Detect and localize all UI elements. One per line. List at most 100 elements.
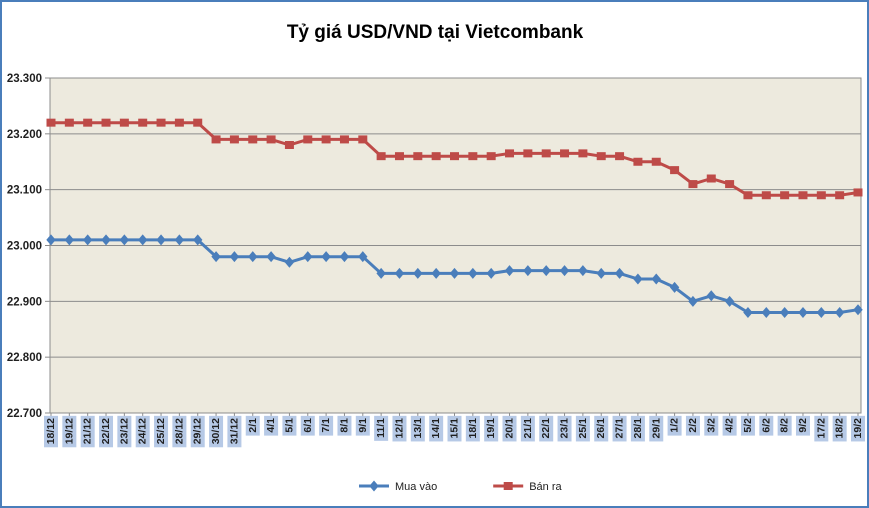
data-point-mua-vao[interactable] [486,267,496,279]
legend-item-ban-ra[interactable]: Bán ra [493,481,562,493]
data-point-mua-vao[interactable] [449,267,460,279]
data-point-mua-vao[interactable] [119,234,130,246]
data-point-ban-ra[interactable] [596,152,606,161]
data-point-ban-ra[interactable] [486,152,496,161]
data-point-mua-vao[interactable] [798,307,808,318]
data-point-mua-vao[interactable] [303,251,313,263]
data-point-ban-ra[interactable] [706,174,716,183]
data-point-mua-vao[interactable] [174,234,185,246]
data-point-mua-vao[interactable] [394,267,405,279]
data-point-mua-vao[interactable] [578,265,588,277]
x-axis-label: 17/2 [814,415,829,442]
data-point-mua-vao[interactable] [248,251,258,263]
data-point-mua-vao[interactable] [64,234,75,246]
data-point-ban-ra[interactable] [339,135,349,144]
data-point-ban-ra[interactable] [358,135,368,144]
data-point-mua-vao[interactable] [706,290,716,302]
data-point-mua-vao[interactable] [834,307,845,318]
data-point-mua-vao[interactable] [853,304,863,316]
data-point-mua-vao[interactable] [46,234,56,246]
data-point-ban-ra[interactable] [816,191,826,200]
data-point-ban-ra[interactable] [394,152,404,161]
data-point-mua-vao[interactable] [229,251,240,263]
data-point-mua-vao[interactable] [431,267,441,279]
data-point-mua-vao[interactable] [284,256,295,268]
data-point-ban-ra[interactable] [321,135,331,144]
data-point-ban-ra[interactable] [284,141,294,149]
data-point-ban-ra[interactable] [248,135,258,144]
data-point-mua-vao[interactable] [266,251,276,263]
legend-marker-mua-vao[interactable] [369,480,379,492]
data-point-ban-ra[interactable] [413,152,423,161]
data-point-mua-vao[interactable] [504,265,515,277]
data-point-ban-ra[interactable] [211,135,221,144]
data-point-ban-ra[interactable] [651,157,661,166]
data-point-ban-ra[interactable] [83,118,93,127]
data-point-mua-vao[interactable] [688,295,698,307]
data-point-mua-vao[interactable] [596,267,606,279]
data-point-mua-vao[interactable] [211,251,221,263]
data-point-ban-ra[interactable] [174,118,184,127]
data-point-ban-ra[interactable] [450,152,459,161]
data-point-mua-vao[interactable] [156,234,166,246]
data-point-ban-ra[interactable] [46,118,56,127]
data-point-mua-vao[interactable] [358,251,368,263]
data-point-ban-ra[interactable] [725,180,735,189]
data-point-ban-ra[interactable] [670,166,680,175]
data-point-mua-vao[interactable] [724,295,735,307]
data-point-ban-ra[interactable] [303,135,313,144]
data-point-mua-vao[interactable] [138,234,148,246]
data-point-mua-vao[interactable] [468,267,478,279]
data-point-mua-vao[interactable] [541,265,551,277]
data-point-ban-ra[interactable] [505,149,515,158]
data-point-ban-ra[interactable] [64,118,74,127]
data-point-ban-ra[interactable] [633,157,643,166]
legend-item-mua-vao[interactable]: Mua vào [359,480,437,494]
data-point-ban-ra[interactable] [266,135,276,144]
data-point-ban-ra[interactable] [688,180,698,189]
data-point-ban-ra[interactable] [193,118,203,127]
data-point-mua-vao[interactable] [101,234,111,246]
data-point-mua-vao[interactable] [339,251,350,263]
data-point-mua-vao[interactable] [651,273,661,285]
data-point-ban-ra[interactable] [431,152,441,161]
data-point-mua-vao[interactable] [779,307,790,318]
data-point-mua-vao[interactable] [669,281,680,293]
svg-text:9/1: 9/1 [357,418,369,433]
data-point-mua-vao[interactable] [321,251,331,263]
x-axis-label: 4/1 [264,415,279,436]
data-point-mua-vao[interactable] [761,307,771,318]
data-point-ban-ra[interactable] [156,118,166,127]
data-point-mua-vao[interactable] [743,307,753,318]
data-point-ban-ra[interactable] [798,191,808,200]
data-point-ban-ra[interactable] [780,191,790,200]
data-point-ban-ra[interactable] [541,149,551,158]
legend-marker-ban-ra[interactable] [503,482,513,490]
data-point-mua-vao[interactable] [193,234,203,246]
data-point-ban-ra[interactable] [835,191,845,200]
data-point-ban-ra[interactable] [138,118,148,127]
data-point-ban-ra[interactable] [615,152,625,161]
data-point-ban-ra[interactable] [743,191,753,200]
data-point-mua-vao[interactable] [816,307,827,318]
data-point-ban-ra[interactable] [101,118,111,127]
data-point-mua-vao[interactable] [413,267,423,279]
data-point-ban-ra[interactable] [578,149,588,158]
data-point-mua-vao[interactable] [376,267,386,279]
data-point-ban-ra[interactable] [761,191,771,200]
data-point-ban-ra[interactable] [560,149,570,158]
x-axis-label-bg [410,415,425,442]
x-axis-label-bg [319,415,334,436]
data-point-ban-ra[interactable] [119,118,129,127]
data-point-mua-vao[interactable] [633,273,643,285]
x-axis-label: 26/1 [594,415,609,442]
data-point-mua-vao[interactable] [523,265,533,277]
data-point-ban-ra[interactable] [853,188,863,197]
data-point-mua-vao[interactable] [82,234,93,246]
data-point-ban-ra[interactable] [229,135,239,144]
data-point-mua-vao[interactable] [559,265,570,277]
data-point-mua-vao[interactable] [614,267,625,279]
data-point-ban-ra[interactable] [376,152,386,161]
data-point-ban-ra[interactable] [468,152,478,161]
data-point-ban-ra[interactable] [523,149,533,158]
